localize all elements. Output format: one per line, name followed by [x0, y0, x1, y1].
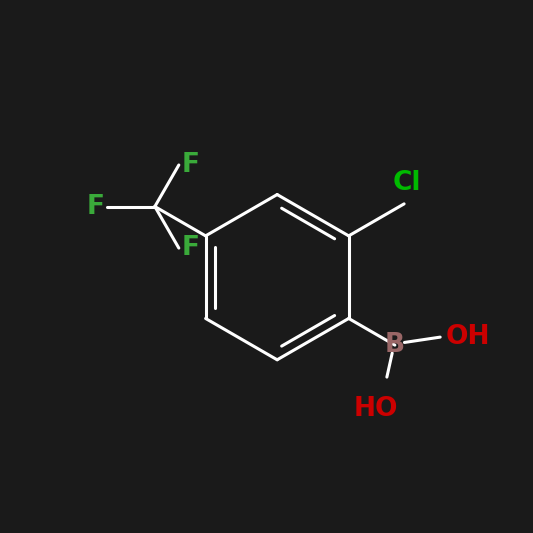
Text: HO: HO [354, 395, 399, 422]
Text: OH: OH [446, 324, 490, 350]
Text: F: F [182, 152, 199, 178]
Text: F: F [86, 193, 104, 220]
Text: F: F [182, 235, 199, 261]
Text: B: B [385, 332, 405, 358]
Text: Cl: Cl [392, 170, 421, 196]
